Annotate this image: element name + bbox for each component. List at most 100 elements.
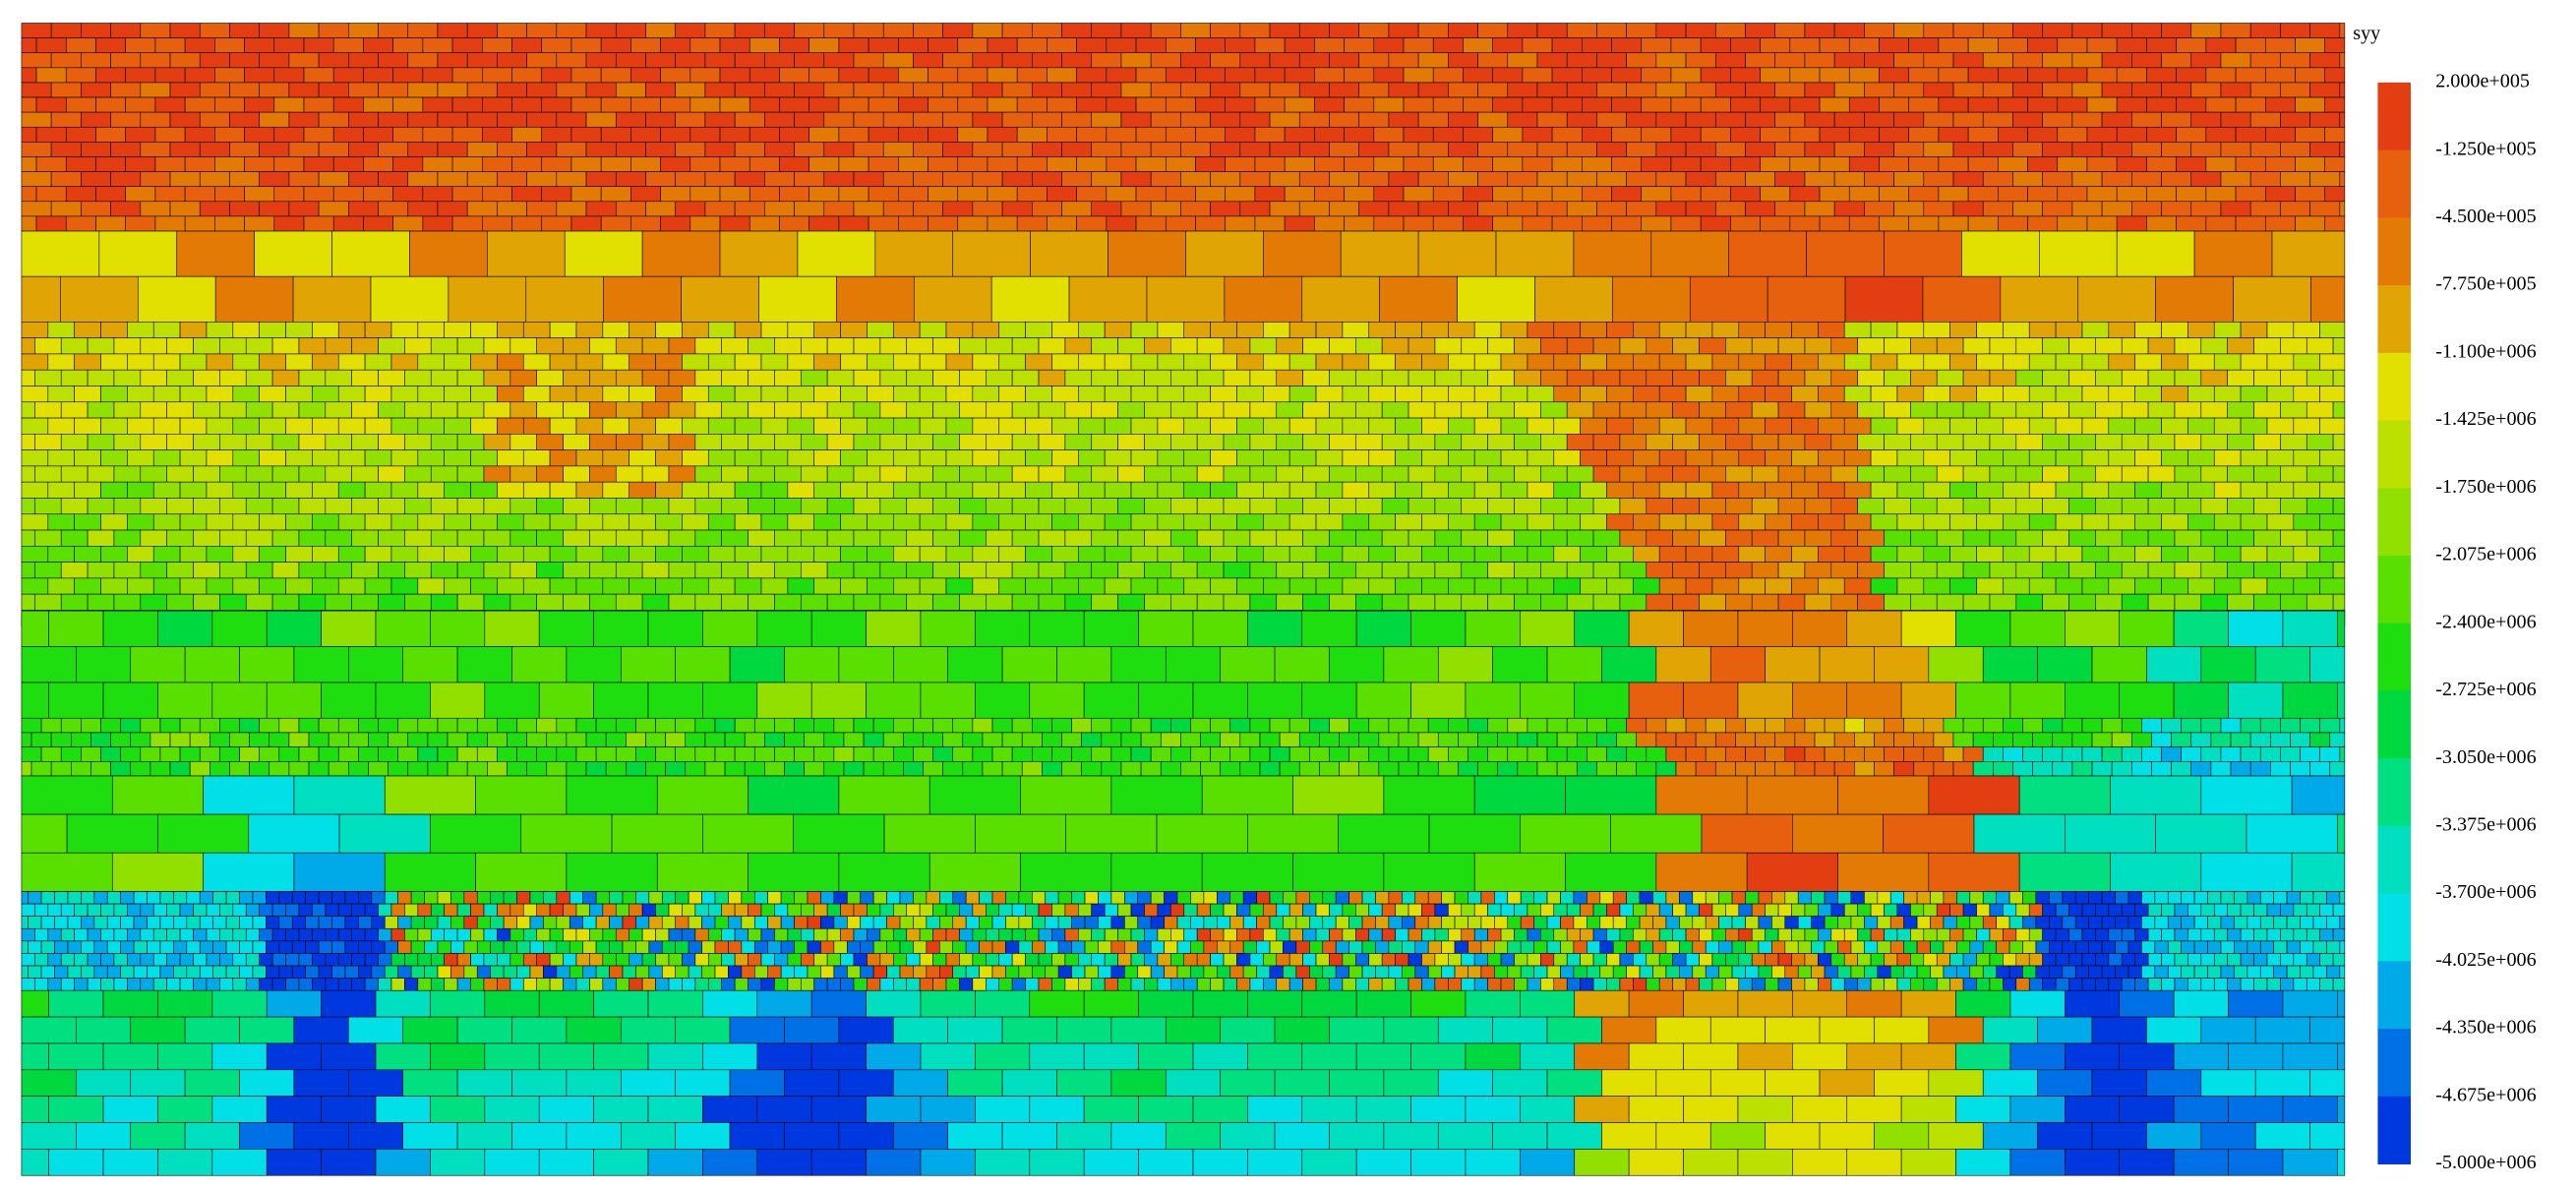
block	[47, 903, 62, 917]
block	[2329, 732, 2346, 747]
block	[1254, 96, 1286, 113]
block	[169, 201, 201, 217]
block	[1288, 449, 1317, 467]
block	[1967, 96, 1999, 113]
block	[721, 401, 749, 419]
block	[298, 465, 327, 483]
block	[682, 978, 696, 991]
block	[2015, 401, 2043, 419]
block	[919, 577, 947, 595]
block	[1254, 156, 1286, 172]
block	[337, 322, 366, 338]
block	[1302, 401, 1330, 419]
block	[1473, 449, 1502, 467]
block	[1910, 593, 1938, 611]
block	[1730, 126, 1761, 143]
block	[719, 215, 750, 232]
block	[1170, 401, 1198, 419]
block	[1507, 940, 1522, 954]
block	[1655, 82, 1687, 98]
block	[2003, 386, 2030, 403]
block	[1249, 465, 1278, 483]
block	[682, 353, 709, 371]
block	[1500, 417, 1528, 435]
block	[853, 434, 881, 450]
block	[536, 562, 564, 579]
block	[437, 965, 451, 979]
block	[476, 965, 491, 979]
block	[358, 746, 379, 762]
block	[1972, 732, 1994, 747]
block	[447, 761, 468, 777]
block	[836, 275, 915, 323]
block	[214, 275, 294, 323]
block	[1463, 186, 1493, 203]
block	[1893, 732, 1915, 747]
block	[93, 965, 108, 979]
block	[987, 37, 1018, 54]
block	[1989, 434, 2017, 450]
block	[1239, 732, 1261, 747]
block	[159, 746, 181, 762]
block	[206, 417, 234, 435]
block	[1130, 322, 1159, 338]
block	[1302, 529, 1330, 547]
block	[867, 513, 894, 531]
block	[318, 52, 349, 69]
block	[820, 965, 835, 979]
block	[1996, 965, 2010, 979]
block	[2111, 761, 2132, 777]
block	[113, 562, 142, 579]
block	[734, 481, 762, 499]
block	[685, 761, 706, 777]
block	[199, 746, 220, 762]
block	[2259, 891, 2274, 905]
block	[100, 746, 121, 762]
block	[694, 401, 722, 419]
block	[466, 171, 498, 187]
block	[965, 940, 980, 954]
block	[2293, 322, 2320, 338]
block	[2309, 171, 2341, 187]
block	[1011, 498, 1040, 515]
block	[1658, 953, 1673, 967]
block	[1784, 891, 1799, 905]
block	[549, 546, 577, 563]
block	[482, 186, 512, 203]
block	[1870, 386, 1898, 403]
block	[1546, 717, 1568, 734]
block	[318, 746, 339, 762]
block	[1319, 732, 1340, 747]
block	[2091, 761, 2113, 777]
block	[1819, 646, 1875, 684]
block	[219, 529, 247, 547]
block	[378, 562, 405, 579]
block	[1388, 891, 1403, 905]
block	[787, 903, 802, 917]
block	[476, 916, 491, 929]
block	[1745, 891, 1760, 905]
block	[556, 142, 587, 157]
block	[1487, 717, 1509, 734]
block	[1830, 434, 1858, 450]
block	[1522, 37, 1553, 54]
block	[166, 529, 194, 547]
block	[1061, 142, 1093, 157]
block	[1434, 369, 1463, 386]
block	[932, 593, 960, 611]
block	[2254, 646, 2310, 684]
block	[1874, 761, 1894, 777]
block	[1794, 732, 1816, 747]
block	[497, 353, 524, 371]
block	[2141, 717, 2162, 734]
block	[585, 761, 607, 777]
block	[1646, 337, 1673, 355]
block	[318, 82, 349, 98]
block	[229, 82, 260, 98]
block	[1480, 965, 1495, 979]
block	[838, 775, 930, 815]
block	[1884, 230, 1962, 277]
block	[1358, 761, 1380, 777]
block	[1714, 111, 1746, 128]
block	[1223, 903, 1237, 917]
